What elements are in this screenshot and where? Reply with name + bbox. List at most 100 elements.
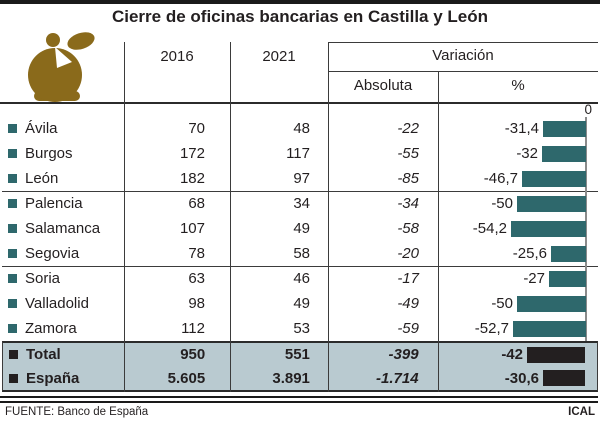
percent-label: -27 <box>523 270 545 287</box>
cell-2021: 117 <box>286 145 310 162</box>
cell-2021: 551 <box>284 346 310 364</box>
cell-percent: -50 <box>438 291 598 316</box>
cell-2021: 3.891 <box>272 369 310 387</box>
grid-line <box>124 42 125 392</box>
table-totals: Total 950 551 -399 -42 España 5.605 3.89… <box>2 341 598 392</box>
cell-2016: 950 <box>180 346 206 364</box>
cell-absoluta: -55 <box>397 145 419 162</box>
cell-absoluta: -1.714 <box>376 369 419 387</box>
cell-2016: 107 <box>179 220 205 237</box>
table-row: Valladolid 98 49 -49 -50 <box>2 291 598 316</box>
cell-percent: -27 <box>438 266 598 291</box>
cell-percent: -50 <box>438 191 598 216</box>
cell-2021: 49 <box>293 295 310 312</box>
cell-absoluta: -85 <box>397 170 419 187</box>
table-body: Ávila 70 48 -22 -31,4 Burgos 172 117 -55… <box>2 103 598 341</box>
axis-zero-label: 0 <box>584 102 592 117</box>
cell-absoluta: -58 <box>397 220 419 237</box>
cell-2016: 63 <box>188 270 205 287</box>
row-bullet-icon <box>8 124 17 133</box>
bottom-double-rule <box>0 396 598 403</box>
cell-percent: -46,7 <box>438 166 598 191</box>
row-bullet-icon <box>8 274 17 283</box>
cell-percent: -42 <box>438 343 597 367</box>
cell-absoluta: -17 <box>397 270 419 287</box>
percent-bar <box>543 370 585 387</box>
table-row: Segovia 78 58 -20 -25,6 <box>2 241 598 266</box>
row-label: Ávila <box>25 120 58 137</box>
percent-label: -50 <box>491 295 513 312</box>
group-separator-line <box>2 191 598 192</box>
cell-2016: 98 <box>188 295 205 312</box>
credit-text: ICAL <box>568 406 595 418</box>
percent-label: -50 <box>491 195 513 212</box>
grid-line <box>328 42 329 392</box>
row-label: León <box>25 170 59 187</box>
cell-2021: 49 <box>293 220 310 237</box>
column-header-absoluta: Absoluta <box>353 77 413 94</box>
percent-bar <box>549 270 586 287</box>
row-label: Total <box>26 346 61 364</box>
row-label: Segovia <box>25 245 80 262</box>
row-bullet-icon <box>8 299 17 308</box>
grid-line <box>438 71 439 392</box>
percent-bar <box>542 145 586 162</box>
row-label: Burgos <box>25 145 73 162</box>
percent-bar <box>543 120 586 137</box>
cell-2016: 172 <box>179 145 205 162</box>
table-row: Palencia 68 34 -34 -50 <box>2 191 598 216</box>
column-header-2016: 2016 <box>160 48 194 65</box>
percent-label: -30,6 <box>504 369 539 387</box>
cell-2016: 5.605 <box>167 369 206 387</box>
cell-percent: -31,4 <box>438 116 598 141</box>
piggy-bank-icon <box>28 32 95 102</box>
table-row: Salamanca 107 49 -58 -54,2 <box>2 216 598 241</box>
cell-percent: -25,6 <box>438 241 598 266</box>
percent-label: -52,7 <box>474 320 509 337</box>
row-label: España <box>26 369 80 387</box>
cell-percent: -52,7 <box>438 316 598 341</box>
percent-label: -25,6 <box>512 245 547 262</box>
column-header-2021: 2021 <box>262 48 296 65</box>
zero-axis-line <box>585 117 587 392</box>
grid-line <box>0 102 598 104</box>
percent-bar <box>551 245 586 262</box>
cell-2016: 68 <box>188 195 205 212</box>
top-rule <box>0 0 600 4</box>
cell-absoluta: -59 <box>397 320 419 337</box>
table-row: Burgos 172 117 -55 -32 <box>2 141 598 166</box>
column-header-variacion: Variación <box>432 47 494 64</box>
cell-absoluta: -20 <box>397 245 419 262</box>
cell-absoluta: -49 <box>397 295 419 312</box>
percent-bar <box>513 320 586 337</box>
cell-absoluta: -22 <box>397 120 419 137</box>
percent-bar <box>527 346 585 363</box>
cell-2021: 34 <box>293 195 310 212</box>
percent-bar <box>517 195 586 212</box>
grid-line <box>230 42 231 392</box>
cell-2021: 48 <box>293 120 310 137</box>
cell-2016: 78 <box>188 245 205 262</box>
row-bullet-icon <box>9 350 18 360</box>
row-label: Salamanca <box>25 220 101 237</box>
group-separator-line <box>2 266 598 267</box>
percent-bar <box>517 295 586 312</box>
cell-2016: 182 <box>179 170 205 187</box>
cell-percent: -32 <box>438 141 598 166</box>
table-row: España 5.605 3.891 -1.714 -30,6 <box>3 367 597 391</box>
row-bullet-icon <box>8 249 17 258</box>
source-text: FUENTE: Banco de España <box>5 406 149 418</box>
percent-bar <box>511 220 586 237</box>
percent-bar <box>522 170 586 187</box>
row-label: Palencia <box>25 195 83 212</box>
percent-label: -46,7 <box>483 170 518 187</box>
row-bullet-icon <box>9 373 18 383</box>
grid-line <box>328 71 598 72</box>
table-row: Zamora 112 53 -59 -52,7 <box>2 316 598 341</box>
cell-2021: 53 <box>293 320 310 337</box>
page-title: Cierre de oficinas bancarias en Castilla… <box>111 7 489 26</box>
cell-2021: 46 <box>293 270 310 287</box>
cell-2016: 70 <box>188 120 205 137</box>
row-bullet-icon <box>8 199 17 208</box>
